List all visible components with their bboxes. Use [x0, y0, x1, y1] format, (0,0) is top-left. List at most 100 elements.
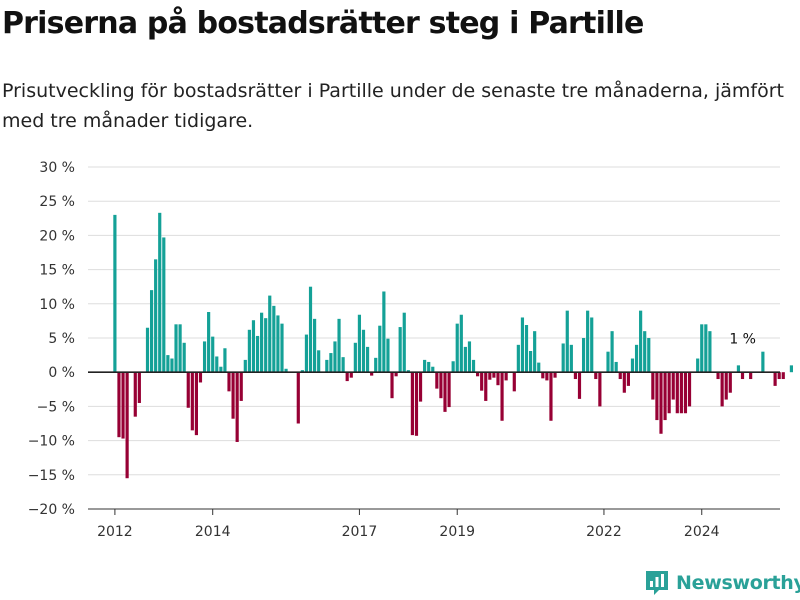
bar: [622, 372, 626, 393]
bar: [402, 312, 406, 373]
bar: [370, 372, 374, 376]
bar: [716, 372, 720, 380]
x-tick-label: 2014: [195, 524, 231, 540]
bar: [121, 372, 125, 439]
bar: [537, 362, 541, 373]
x-tick-label: 2024: [684, 524, 720, 540]
bar: [488, 372, 492, 380]
bar: [606, 351, 610, 373]
bar: [202, 341, 207, 373]
y-tick-label: 15 %: [39, 263, 75, 279]
bar: [272, 305, 276, 373]
bar: [516, 344, 520, 373]
bar: [353, 342, 357, 373]
bar: [386, 338, 390, 373]
bar: [647, 338, 651, 373]
bar: [223, 348, 227, 373]
bar: [149, 290, 154, 373]
bar: [435, 372, 439, 389]
y-tick-label: 25 %: [39, 194, 75, 210]
bar: [276, 315, 280, 373]
y-tick-label: 5 %: [48, 331, 75, 347]
bar: [573, 372, 578, 380]
bar: [431, 366, 435, 373]
bar: [243, 359, 247, 373]
bar: [687, 372, 692, 407]
grid-lines: [88, 166, 780, 510]
bar: [300, 370, 304, 373]
bar: [198, 372, 203, 383]
bar: [329, 353, 333, 373]
bar: [268, 295, 272, 373]
bar: [113, 214, 117, 373]
bar: [529, 351, 533, 373]
bar: [190, 372, 194, 431]
bar: [598, 372, 602, 407]
y-axis-labels: 30 % 25 % 20 % 15 % 10 % 5 % 0 % −5 % −10 % −15 %…: [28, 160, 75, 518]
y-tick-label: 30 %: [39, 160, 75, 176]
bar: [634, 344, 639, 373]
bar: [467, 341, 472, 373]
bar: [549, 372, 553, 421]
x-tick-label: 2019: [439, 524, 475, 540]
bar: [325, 359, 329, 373]
bar: [524, 325, 529, 373]
x-tick-label: 2022: [586, 524, 622, 540]
bar: [365, 346, 370, 373]
bar: [789, 365, 793, 373]
bar: [569, 344, 573, 373]
bar: [394, 372, 398, 377]
bar: [166, 355, 170, 373]
bar: [304, 334, 309, 373]
bar: [345, 372, 349, 382]
bar: [145, 327, 150, 373]
bar: [349, 372, 353, 378]
bar: [337, 318, 341, 373]
brand-name: Newsworthy: [676, 572, 800, 594]
bar: [374, 357, 378, 373]
bar: [561, 343, 565, 373]
page-title: Priserna på bostadsrätter steg i Partill…: [2, 6, 644, 41]
bar: [406, 370, 410, 373]
bar: [264, 318, 268, 373]
bar: [683, 372, 688, 414]
bar: [590, 317, 594, 373]
bar: [390, 372, 394, 399]
bar: [414, 372, 419, 436]
bar: [512, 372, 516, 392]
bar: [626, 372, 630, 386]
bar: [500, 372, 504, 421]
bar: [284, 368, 288, 373]
bar: [679, 372, 683, 414]
bar: [154, 259, 158, 373]
bar: [651, 372, 655, 400]
bar: [594, 372, 598, 380]
newsworthy-brand: Newsworthy: [644, 566, 800, 600]
y-tick-label: −10 %: [28, 434, 75, 450]
bar: [231, 372, 235, 419]
bar: [553, 372, 557, 378]
bar: [427, 361, 431, 373]
bar: [496, 372, 500, 386]
bar: [418, 372, 423, 402]
bar: [675, 372, 679, 414]
bar: [439, 372, 443, 399]
bar: [781, 372, 785, 380]
bar: [639, 310, 643, 373]
bar: [577, 372, 582, 399]
bar: [186, 372, 190, 408]
bar: [260, 312, 264, 373]
bar: [247, 329, 251, 373]
bar: [317, 350, 321, 373]
bar: [777, 372, 781, 380]
bar: [643, 331, 647, 373]
bar: [459, 314, 463, 373]
bar: [667, 372, 671, 414]
bar: [207, 312, 211, 373]
y-tick-label: −15 %: [28, 468, 75, 484]
bar: [520, 317, 525, 373]
bar: [663, 372, 667, 421]
x-tick-label: 2012: [97, 524, 133, 540]
bar: [296, 372, 300, 424]
